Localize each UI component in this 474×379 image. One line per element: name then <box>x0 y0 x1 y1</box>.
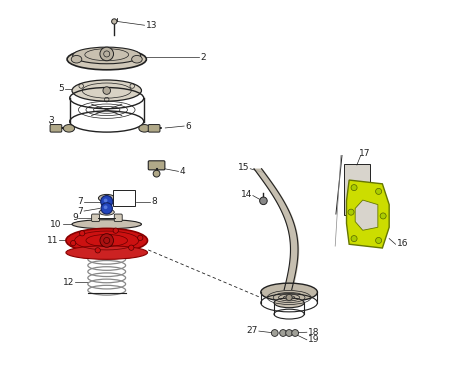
Text: 18: 18 <box>308 328 319 337</box>
Ellipse shape <box>66 229 147 252</box>
FancyBboxPatch shape <box>148 125 160 132</box>
FancyBboxPatch shape <box>148 161 165 170</box>
Circle shape <box>153 170 160 177</box>
Ellipse shape <box>261 283 318 301</box>
Circle shape <box>292 330 299 337</box>
Circle shape <box>351 236 357 241</box>
Text: 4: 4 <box>180 167 185 176</box>
Text: 14: 14 <box>241 190 252 199</box>
Circle shape <box>260 197 267 205</box>
Ellipse shape <box>72 220 141 229</box>
Circle shape <box>103 87 110 94</box>
FancyBboxPatch shape <box>91 214 100 222</box>
Ellipse shape <box>72 80 141 101</box>
Circle shape <box>351 185 357 191</box>
Ellipse shape <box>139 125 150 132</box>
Circle shape <box>100 234 113 247</box>
FancyBboxPatch shape <box>344 164 370 215</box>
Ellipse shape <box>71 55 82 63</box>
Text: 5: 5 <box>58 84 64 93</box>
Ellipse shape <box>99 209 114 215</box>
Circle shape <box>286 294 292 301</box>
Text: 13: 13 <box>146 21 157 30</box>
Ellipse shape <box>66 246 147 259</box>
FancyBboxPatch shape <box>113 190 136 206</box>
Text: 7: 7 <box>77 197 83 206</box>
Circle shape <box>100 47 113 61</box>
Circle shape <box>128 245 134 251</box>
Circle shape <box>380 213 386 219</box>
Text: 3: 3 <box>48 116 54 125</box>
Circle shape <box>71 240 76 246</box>
Circle shape <box>100 196 113 208</box>
Text: 9: 9 <box>72 213 78 222</box>
Text: 27: 27 <box>247 326 258 335</box>
Circle shape <box>101 203 112 214</box>
Polygon shape <box>346 180 389 248</box>
Text: 15: 15 <box>237 163 249 172</box>
Circle shape <box>271 330 278 337</box>
Ellipse shape <box>73 47 141 64</box>
Text: 19: 19 <box>308 335 319 344</box>
Text: 12: 12 <box>63 277 74 287</box>
Text: 16: 16 <box>397 239 408 247</box>
Ellipse shape <box>274 298 304 308</box>
Circle shape <box>80 231 85 236</box>
Circle shape <box>375 188 382 194</box>
Text: 7: 7 <box>77 207 83 216</box>
Text: 11: 11 <box>46 236 58 245</box>
Circle shape <box>104 199 108 202</box>
Ellipse shape <box>67 49 146 70</box>
Polygon shape <box>355 200 378 230</box>
Text: 6: 6 <box>185 122 191 130</box>
Circle shape <box>280 330 286 337</box>
Circle shape <box>104 205 108 209</box>
Ellipse shape <box>99 194 115 202</box>
Circle shape <box>113 228 118 233</box>
Circle shape <box>286 330 292 337</box>
Circle shape <box>348 209 354 215</box>
Text: 17: 17 <box>359 149 370 158</box>
Ellipse shape <box>64 125 74 132</box>
FancyBboxPatch shape <box>50 125 62 132</box>
FancyBboxPatch shape <box>114 214 122 222</box>
Circle shape <box>137 235 143 241</box>
Text: 8: 8 <box>151 197 156 206</box>
Text: 2: 2 <box>200 53 206 62</box>
Circle shape <box>112 19 117 24</box>
Text: 10: 10 <box>50 220 62 229</box>
Circle shape <box>375 238 382 243</box>
Ellipse shape <box>132 55 142 63</box>
Circle shape <box>95 248 100 253</box>
